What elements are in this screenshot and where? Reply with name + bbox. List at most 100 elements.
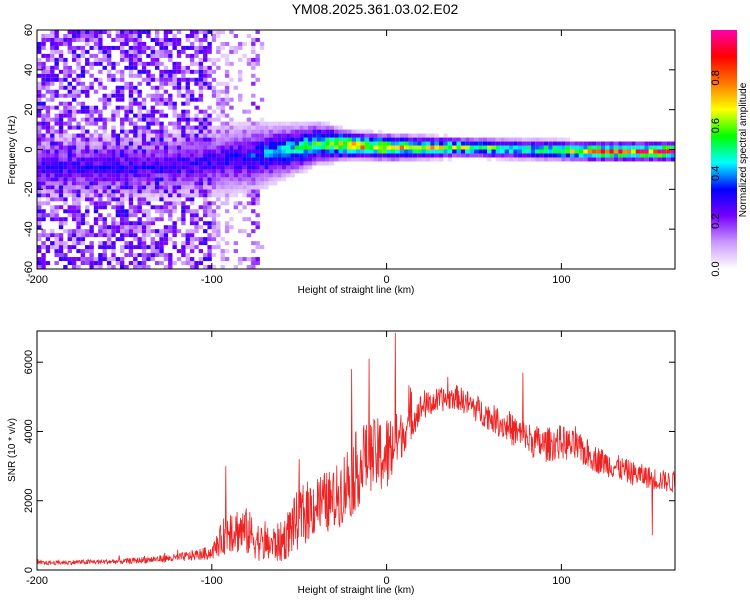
spectrogram-cell [141,61,147,66]
spectrogram-cell [430,157,435,162]
spectrogram-cell [85,37,90,42]
spectrogram-cell [605,145,610,150]
spectrogram-cell [198,77,204,82]
spectrogram-cell [373,141,378,146]
colorbar: 0.00.20.40.60.8 Normalized spectral ampl… [710,30,749,277]
spectrogram-cell [80,117,86,122]
spectrogram-cell [242,41,247,46]
spectrogram-cell [137,109,142,114]
spectrogram-cell [207,137,212,142]
spectrogram-cell [54,153,59,158]
y-tick-label: 0 [23,146,35,152]
spectrogram-cell [159,141,164,146]
spectrogram-cell [172,77,177,82]
spectrogram-cell [41,201,46,206]
spectrogram-cell [189,237,195,242]
spectrogram-cell [233,193,239,198]
spectrogram-cell [321,125,326,130]
spectrogram-cell [50,77,55,82]
spectrogram-cell [106,77,112,82]
spectrogram-cell [194,189,199,194]
spectrogram-cell [54,209,59,214]
spectrogram-cell [216,65,221,70]
spectrogram-cell [286,129,291,134]
spectrogram-cell [163,37,169,42]
spectrogram-cell [133,89,138,94]
spectrogram-cell [80,53,86,58]
spectrogram-cell [154,145,160,150]
spectrogram-cell [106,189,112,194]
spectrogram-cell [303,133,308,138]
spectrogram-cell [98,69,103,74]
spectrogram-cell [176,113,182,118]
spectrogram-cell [67,49,72,54]
spectrogram-cell [133,121,138,126]
spectrogram-cell [255,225,260,230]
spectrogram-cell [71,85,77,90]
spectrogram-cell [526,137,531,142]
spectrogram-cell [421,133,426,138]
spectrogram-cell [141,257,147,262]
spectrogram-cell [67,209,72,214]
spectrogram-cell [146,133,151,138]
spectrogram-cell [71,97,77,102]
spectrogram-cell [203,173,208,178]
spectrogram-cell [89,53,94,58]
spectrogram-cell [98,125,103,130]
spectrogram-cell [67,165,72,170]
spectrogram-cell [272,129,278,134]
spectrogram-cell [246,137,252,142]
spectrogram-cell [71,245,77,250]
spectrogram-cell [71,209,77,214]
spectrogram-cell [128,181,134,186]
spectrogram-cell [229,177,234,182]
spectrogram-cell [159,137,164,142]
spectrogram-cell [264,121,269,126]
spectrogram-cell [356,157,361,162]
spectrogram-cell [115,221,121,226]
spectrogram-cell [286,173,291,178]
spectrogram-cell [67,85,72,90]
spectrogram-cell [98,141,103,146]
spectrogram-cell [133,157,138,162]
spectrogram-cell [487,149,492,154]
spectrogram-cell [106,69,112,74]
spectrogram-cell [146,69,151,74]
spectrogram-cell [111,221,116,226]
spectrogram-cell [351,149,356,154]
spectrogram-cell [487,137,492,142]
spectrogram-cell [434,141,440,146]
spectrogram-cell [203,81,208,86]
spectrogram-cell [63,209,68,214]
spectrogram-cell [176,133,182,138]
spectrogram-cell [189,93,195,98]
spectrogram-cell [211,213,217,218]
spectrogram-cell [141,141,147,146]
spectrogram-cell [150,173,155,178]
spectrogram-cell [198,249,204,254]
spectrogram-cell [334,145,339,150]
spectrogram-cell [50,93,55,98]
spectrogram-cell [430,137,435,142]
spectrogram-cell [185,233,190,238]
spectrogram-cell [154,217,160,222]
spectrogram-cell [168,101,173,106]
spectrogram-cell [299,125,304,130]
spectrogram-cell [58,145,64,150]
spectrogram-cell [189,53,195,58]
spectrogram-cell [430,133,435,138]
spectrogram-cell [80,253,86,258]
spectrogram-cell [246,169,252,174]
spectrogram-cell [294,137,300,142]
spectrogram-cell [216,161,221,166]
spectrogram-cell [181,201,186,206]
spectrogram-cell [137,73,142,78]
spectrogram-cell [63,265,68,269]
spectrogram-cell [98,49,103,54]
spectrogram-cell [163,197,169,202]
spectrogram-cell [259,181,265,186]
spectrogram-cell [63,197,68,202]
spectrogram-cell [417,153,422,158]
spectrogram-cell [58,237,64,242]
spectrogram-cell [229,61,234,66]
